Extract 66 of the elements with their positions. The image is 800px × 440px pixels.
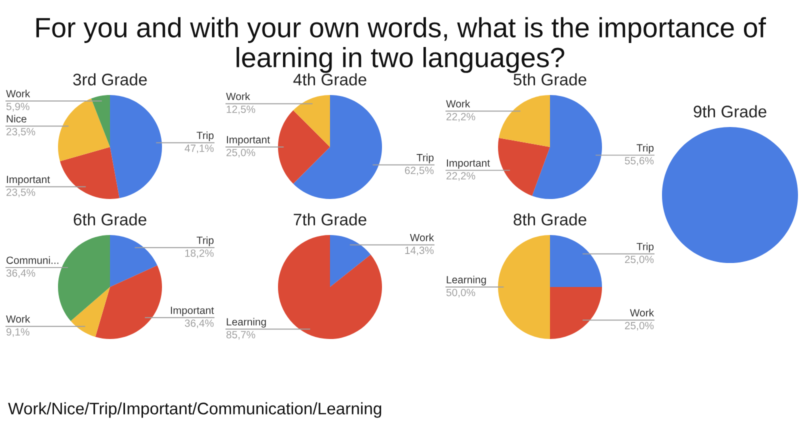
- slice-label: Important: [6, 176, 50, 186]
- pie-slice: [70, 287, 110, 337]
- slice-label: Work: [630, 308, 654, 316]
- data-label: 14,3%: [405, 246, 434, 256]
- pie-slice: [293, 95, 382, 199]
- data-label: 25,0%: [226, 148, 256, 158]
- pie-slice: [58, 98, 110, 162]
- data-label: 36,4%: [6, 269, 36, 278]
- chart-title: 4th Grade: [293, 73, 366, 86]
- data-label: 9,1%: [6, 328, 30, 337]
- data-label: 5,9%: [6, 102, 30, 112]
- data-label: 22,2%: [446, 172, 476, 181]
- chart-title: 7th Grade: [294, 213, 366, 226]
- pie-slice: [498, 235, 550, 339]
- chart-title: 8th Grade: [514, 213, 586, 226]
- pie-slice: [95, 265, 162, 339]
- data-label: 55,6%: [624, 157, 654, 166]
- data-label: 23,5%: [6, 128, 36, 137]
- pie-slice: [498, 138, 550, 196]
- slice-label: Work: [226, 92, 250, 100]
- slice-label: Trip: [636, 144, 654, 154]
- pie-slice: [91, 95, 110, 147]
- data-label: 25,0%: [624, 256, 654, 264]
- pie-slice: [532, 95, 602, 199]
- slice-label: Trip: [196, 131, 214, 142]
- slice-label: Learning: [446, 276, 486, 286]
- slice-label: Work: [6, 315, 30, 323]
- slice-label: Work: [6, 90, 30, 98]
- data-label: 23,5%: [6, 188, 36, 198]
- slice-label: Learning: [226, 318, 266, 328]
- pie-slice: [550, 235, 602, 287]
- pie-slice: [550, 287, 602, 339]
- data-label: 62,5%: [404, 166, 434, 176]
- slice-label: Nice: [6, 114, 26, 123]
- pie-slice: [60, 147, 120, 199]
- slice-label: Important: [226, 136, 270, 146]
- data-label: 22,2%: [446, 112, 476, 122]
- data-label: 18,2%: [185, 249, 214, 258]
- slice-label: Work: [410, 234, 434, 242]
- pie-slice: [330, 235, 371, 287]
- chart-title: 6th Grade: [74, 213, 146, 226]
- pie-slice: [293, 95, 330, 147]
- text: Work/Nice/Trip/Important/Communication/Learning: [8, 402, 382, 418]
- data-label: 25,0%: [624, 322, 654, 331]
- pie-slice: [498, 95, 550, 147]
- data-label: 50,0%: [446, 288, 476, 298]
- slice-label: Work: [446, 100, 470, 108]
- data-label: 85,7%: [226, 330, 256, 340]
- pie-slice: [110, 95, 162, 198]
- data-label: 47,1%: [184, 144, 214, 154]
- slice-label: Trip: [196, 236, 214, 246]
- pie-slice: [278, 235, 382, 339]
- pie-slice: [110, 235, 158, 287]
- chart-title: 5th Grade: [514, 73, 586, 86]
- chart-title: 3rd Grade: [73, 73, 147, 86]
- pie-slice: [278, 110, 330, 184]
- slice-label: Communi...: [6, 256, 58, 264]
- pie-slice: [58, 235, 110, 322]
- data-label: 36,4%: [184, 319, 214, 328]
- text: For you and with your own words, what is the importance of learning in two languages?: [36, 17, 766, 73]
- slice-label: Important: [170, 306, 214, 316]
- slice-label: Trip: [636, 242, 654, 252]
- slice-label: Important: [446, 159, 490, 169]
- slice-label: Trip: [416, 154, 434, 164]
- data-label: 12,5%: [226, 106, 256, 114]
- chart-title: 9th Grade: [694, 105, 766, 118]
